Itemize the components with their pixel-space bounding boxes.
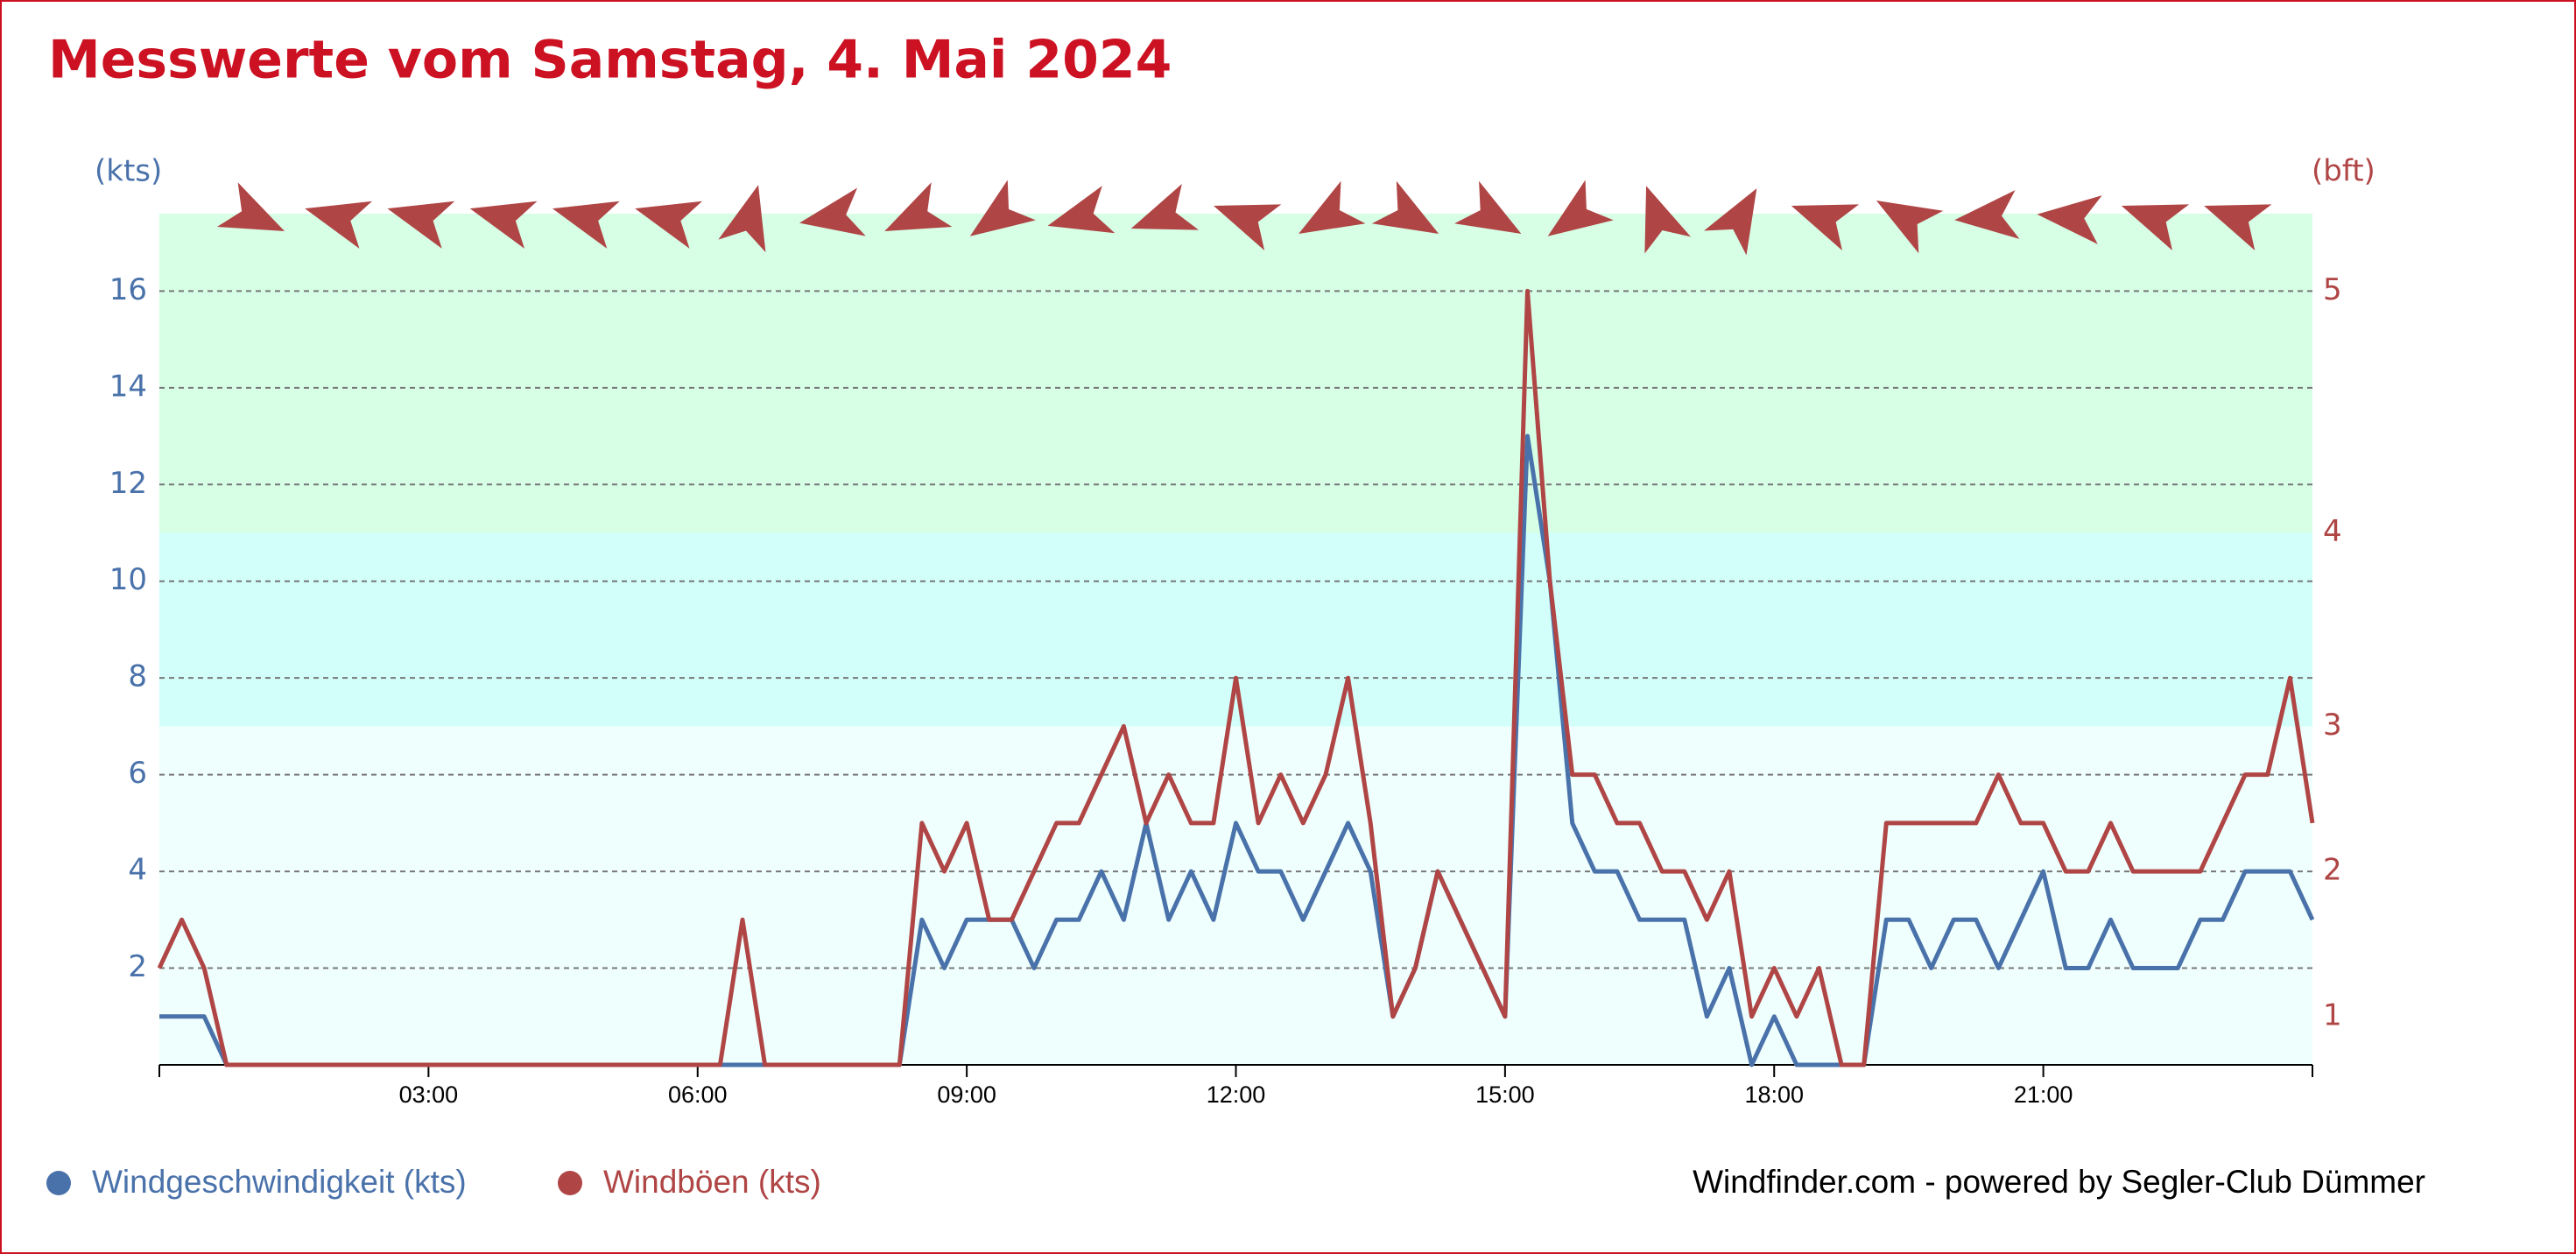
direction-arrow <box>884 182 953 232</box>
y-tick-label: 10 <box>109 562 147 597</box>
direction-arrow <box>387 201 455 249</box>
direction-arrow <box>799 187 866 236</box>
y-tick-label: 16 <box>109 272 147 307</box>
legend-marker <box>558 1171 582 1195</box>
x-tick-label: 21:00 <box>2014 1081 2073 1108</box>
direction-arrow <box>2204 204 2272 250</box>
y2-tick-label: 3 <box>2323 708 2342 743</box>
band <box>159 726 2312 1065</box>
x-tick-label: 09:00 <box>937 1081 996 1108</box>
direction-arrow <box>1214 204 1282 250</box>
direction-arrow <box>1547 180 1614 236</box>
x-tick-label: 18:00 <box>1744 1081 1804 1108</box>
direction-arrow <box>1791 204 1860 250</box>
y2-tick-label: 4 <box>2323 514 2342 549</box>
y-tick-label: 4 <box>128 853 147 888</box>
direction-arrow <box>2121 204 2190 250</box>
y-tick-label: 8 <box>128 659 147 694</box>
direction-arrow <box>1954 190 2020 239</box>
chart-title: Messwerte vom Samstag, 4. Mai 2024 <box>48 30 1172 91</box>
direction-arrow <box>216 182 285 232</box>
x-tick-label: 15:00 <box>1475 1081 1535 1108</box>
y2-unit: (bft) <box>2312 154 2375 189</box>
y2-tick-label: 2 <box>2323 853 2342 888</box>
direction-arrow <box>635 201 703 249</box>
y-tick-label: 14 <box>109 369 147 404</box>
band <box>159 532 2312 727</box>
direction-arrow <box>1047 186 1116 234</box>
y-tick-label: 12 <box>109 466 147 501</box>
x-tick-label: 06:00 <box>668 1081 728 1108</box>
y-unit: (kts) <box>95 154 162 189</box>
y2-tick-label: 1 <box>2323 997 2342 1032</box>
y2-tick-label: 5 <box>2323 272 2342 307</box>
direction-arrow <box>469 201 538 249</box>
y-tick-label: 6 <box>128 756 147 791</box>
direction-arrow <box>1371 180 1439 234</box>
direction-arrow <box>305 201 372 249</box>
direction-arrow <box>2037 195 2102 244</box>
x-tick-label: 12:00 <box>1207 1081 1266 1108</box>
y-tick-label: 2 <box>128 949 147 984</box>
direction-arrow <box>1454 180 1522 234</box>
direction-arrow <box>1299 180 1366 234</box>
legend-marker <box>46 1171 71 1195</box>
direction-arrow <box>718 185 766 253</box>
legend-label: Windböen (kts) <box>603 1164 821 1200</box>
direction-arrow <box>1130 184 1200 230</box>
direction-arrow <box>552 201 620 249</box>
direction-arrow <box>969 180 1036 236</box>
legend-label: Windgeschwindigkeit (kts) <box>92 1164 467 1200</box>
direction-arrow <box>1876 201 1944 254</box>
direction-arrow <box>1644 186 1691 254</box>
band <box>159 214 2312 533</box>
x-tick-label: 03:00 <box>399 1081 459 1108</box>
direction-arrow <box>1704 188 1757 256</box>
credit: Windfinder.com - powered by Segler-Club … <box>1693 1164 2425 1200</box>
series-line <box>157 288 2315 1067</box>
